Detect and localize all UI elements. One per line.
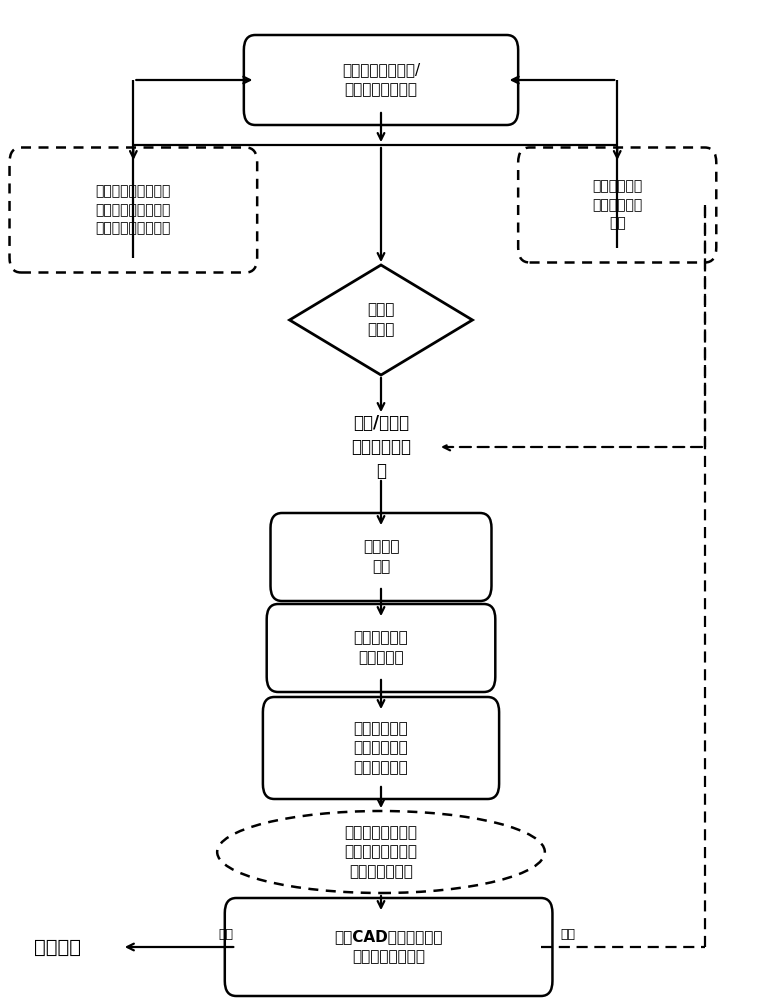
Text: 有效: 有效 <box>218 928 233 942</box>
FancyBboxPatch shape <box>263 697 499 799</box>
FancyBboxPatch shape <box>267 604 495 692</box>
Polygon shape <box>290 265 472 375</box>
FancyBboxPatch shape <box>271 513 491 601</box>
Text: 二维/三维动
态超声视频图
像: 二维/三维动 态超声视频图 像 <box>351 414 411 480</box>
FancyBboxPatch shape <box>9 147 257 272</box>
Text: 符合临床经食道超声
临床诊断标准或外科
开胸证实血栓的存在: 符合临床经食道超声 临床诊断标准或外科 开胸证实血栓的存在 <box>96 185 171 235</box>
Text: 多模式血栓超
声数字图像特
征融合与优化: 多模式血栓超 声数字图像特 征融合与优化 <box>354 721 408 775</box>
Text: 血栓区域
定位: 血栓区域 定位 <box>363 540 399 574</box>
Text: 建立二维、三
维视频超声数
据库: 建立二维、三 维视频超声数 据库 <box>592 180 642 230</box>
Text: 无效: 无效 <box>560 928 575 942</box>
Text: 评价CAD新算法的准确
性实用性及优缺点: 评价CAD新算法的准确 性实用性及优缺点 <box>335 930 443 964</box>
FancyBboxPatch shape <box>244 35 518 125</box>
Text: 血栓形态和纹
理特征提取: 血栓形态和纹 理特征提取 <box>354 631 408 665</box>
Ellipse shape <box>217 811 545 893</box>
Text: 随机抽
取病例: 随机抽 取病例 <box>367 303 395 337</box>
Text: 推广应用: 推广应用 <box>34 938 81 956</box>
FancyBboxPatch shape <box>518 147 716 262</box>
Text: 建立和扩充左心房/
左心耳超声图像库: 建立和扩充左心房/ 左心耳超声图像库 <box>342 63 420 97</box>
Text: 基于多模式超声数
字图像特征的血栓
分类与辅助诊断: 基于多模式超声数 字图像特征的血栓 分类与辅助诊断 <box>344 825 418 879</box>
FancyBboxPatch shape <box>225 898 552 996</box>
